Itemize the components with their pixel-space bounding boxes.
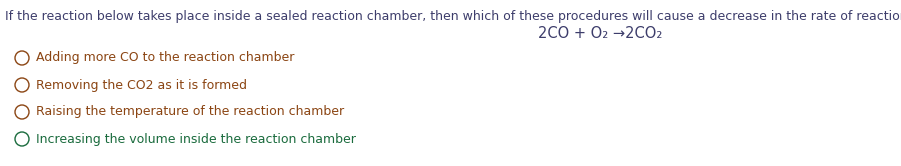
Text: If the reaction below takes place inside a sealed reaction chamber, then which o: If the reaction below takes place inside… (5, 10, 901, 23)
Text: Raising the temperature of the reaction chamber: Raising the temperature of the reaction … (36, 106, 344, 119)
Text: Increasing the volume inside the reaction chamber: Increasing the volume inside the reactio… (36, 132, 356, 146)
Text: 2CO + O₂ →2CO₂: 2CO + O₂ →2CO₂ (538, 26, 662, 41)
Text: Removing the CO2 as it is formed: Removing the CO2 as it is formed (36, 79, 247, 91)
Text: Adding more CO to the reaction chamber: Adding more CO to the reaction chamber (36, 51, 295, 65)
